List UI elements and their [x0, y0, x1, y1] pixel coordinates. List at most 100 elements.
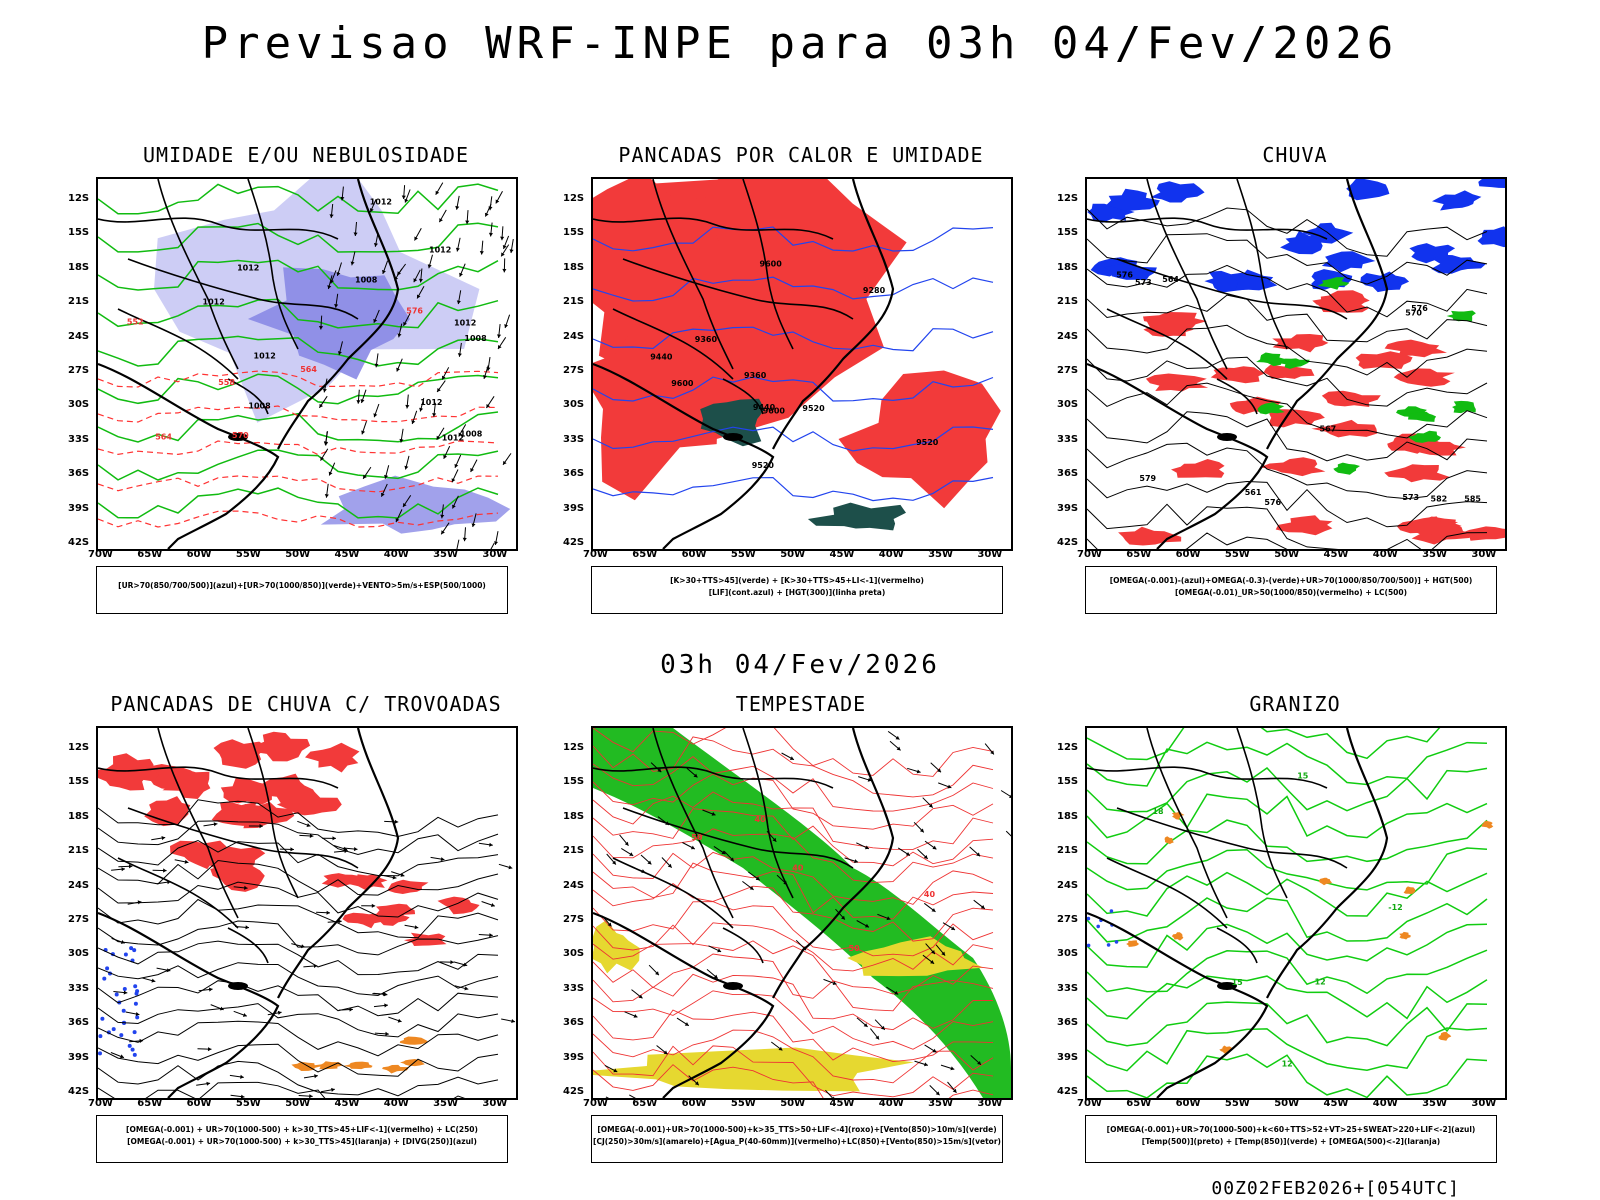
wind-arrowhead: [832, 1096, 835, 1098]
wind-arrowhead: [456, 300, 461, 305]
rain-area: [1275, 515, 1333, 536]
latitude-label: 21S: [68, 845, 90, 857]
latitude-label: 12S: [68, 193, 90, 204]
water-contour: [593, 828, 994, 883]
map-canvas: 50 40 40 50 40: [593, 728, 1011, 1098]
omega-area: [1171, 932, 1184, 941]
wind-arrowhead: [128, 864, 133, 869]
wind-arrowhead: [384, 474, 389, 479]
map-layers: 9600 9600 9520 9520 9600 9520 9440 9440 9360 9360…: [593, 179, 1001, 549]
storm-area: [291, 1061, 321, 1071]
lagoon: [723, 982, 743, 990]
omega-area: [1481, 820, 1494, 829]
latitude-label: 18S: [68, 261, 90, 273]
wind-arrowhead: [327, 285, 332, 289]
contour-label: -12: [1388, 903, 1402, 912]
contour-label: 9440: [753, 403, 776, 412]
run-timestamp: 00Z02FEB2026+[054UTC]: [1211, 1178, 1460, 1199]
wind-vector: [605, 1096, 610, 1098]
wind-arrowhead: [440, 857, 445, 862]
country-outlines: [98, 179, 400, 549]
latitude-label: 33S: [563, 982, 585, 994]
rain-area: [1150, 181, 1205, 203]
latitude-label: 15S: [563, 227, 585, 239]
contour-label: 50: [691, 833, 703, 842]
hgt-contour: [1087, 207, 1488, 257]
wind-arrowhead: [612, 860, 616, 865]
wind-arrowhead: [952, 1088, 957, 1093]
wind-arrowhead: [213, 822, 218, 827]
wind-arrowhead: [457, 353, 462, 357]
longitude-label: 65W: [1126, 1098, 1152, 1109]
temp850-contour: [1087, 819, 1488, 865]
wind-arrowhead: [418, 278, 423, 283]
latitude-label: 39S: [1057, 1051, 1079, 1063]
temp850-contour: [1087, 793, 1488, 839]
wind-arrowhead: [755, 876, 760, 881]
map-panel: 585 582 576 579 576 573 576 573 570 567 564 561: [1085, 177, 1507, 551]
contour-label: 1008: [355, 276, 378, 285]
wind-arrowhead: [277, 1010, 282, 1015]
contour-label: 50: [849, 944, 861, 953]
rain-area: [1317, 277, 1350, 290]
longitude-label: 50W: [780, 549, 806, 560]
longitude-label: 70W: [583, 549, 608, 560]
latitude-label: 24S: [1057, 330, 1079, 342]
thickness-contour: [98, 370, 499, 388]
rain-area: [1260, 457, 1326, 477]
temp850-contour: [1087, 1053, 1488, 1098]
wind-arrowhead: [397, 271, 401, 276]
storm-area: [366, 909, 410, 926]
upper-jet-area: [593, 919, 640, 974]
longitude-label: 50W: [285, 1098, 311, 1109]
border-line: [1106, 857, 1228, 929]
temp850-contour: [1087, 728, 1441, 761]
wind-arrowhead: [875, 1035, 880, 1040]
wind-arrowhead: [166, 968, 171, 973]
contour-label: 1008: [460, 429, 483, 438]
wind-arrowhead: [301, 944, 305, 949]
water-contour: [593, 851, 994, 905]
wind-arrowhead: [240, 1074, 244, 1079]
wind-arrowhead: [161, 836, 166, 841]
latitude-label: 12S: [1057, 193, 1079, 204]
longitude-label: 50W: [1274, 1098, 1300, 1109]
border-line: [247, 179, 299, 350]
contour-label: 1012: [420, 398, 442, 407]
latitude-label: 27S: [563, 365, 585, 376]
border-line: [612, 308, 734, 380]
wind-arrowhead: [392, 875, 397, 880]
panel-title: TEMPESTADE: [735, 692, 867, 716]
wind-arrowhead: [488, 232, 493, 237]
longitude-label: 55W: [1224, 1098, 1250, 1109]
wind-arrowhead: [713, 974, 718, 979]
wind-arrowhead: [373, 413, 378, 418]
rain-area: [1145, 373, 1209, 392]
hgt-contour: [1087, 264, 1488, 318]
latitude-label: 12S: [563, 193, 585, 204]
wind-arrowhead: [184, 859, 189, 864]
longitude-label: 50W: [285, 549, 311, 560]
rain-area: [1396, 516, 1459, 536]
wind-arrowhead: [867, 777, 872, 782]
divergence-dot: [122, 987, 127, 991]
latitude-label: 15S: [68, 227, 90, 239]
legend-line: [Temp(500)](preto) + [Temp(850)](verde) …: [1141, 1137, 1441, 1146]
divergence-dot: [132, 948, 137, 953]
wind-arrowhead: [455, 247, 460, 252]
wind-arrowhead: [414, 236, 418, 241]
longitude-label: 70W: [88, 549, 113, 560]
water-contour: [593, 756, 994, 812]
latitude-label: 30S: [1057, 399, 1079, 411]
hgt-contour: [1087, 478, 1488, 528]
wind-arrowhead: [663, 1050, 668, 1055]
streamline: [98, 1060, 499, 1097]
longitude-label: 40W: [1372, 1098, 1398, 1109]
rain-area: [1257, 402, 1285, 415]
wind-arrowhead: [369, 208, 374, 213]
wind-arrowhead: [436, 435, 441, 440]
wind-arrowhead: [356, 400, 361, 404]
contour-label: 576: [1411, 304, 1428, 313]
streamline: [98, 820, 499, 856]
wind-arrowhead: [219, 1006, 224, 1011]
